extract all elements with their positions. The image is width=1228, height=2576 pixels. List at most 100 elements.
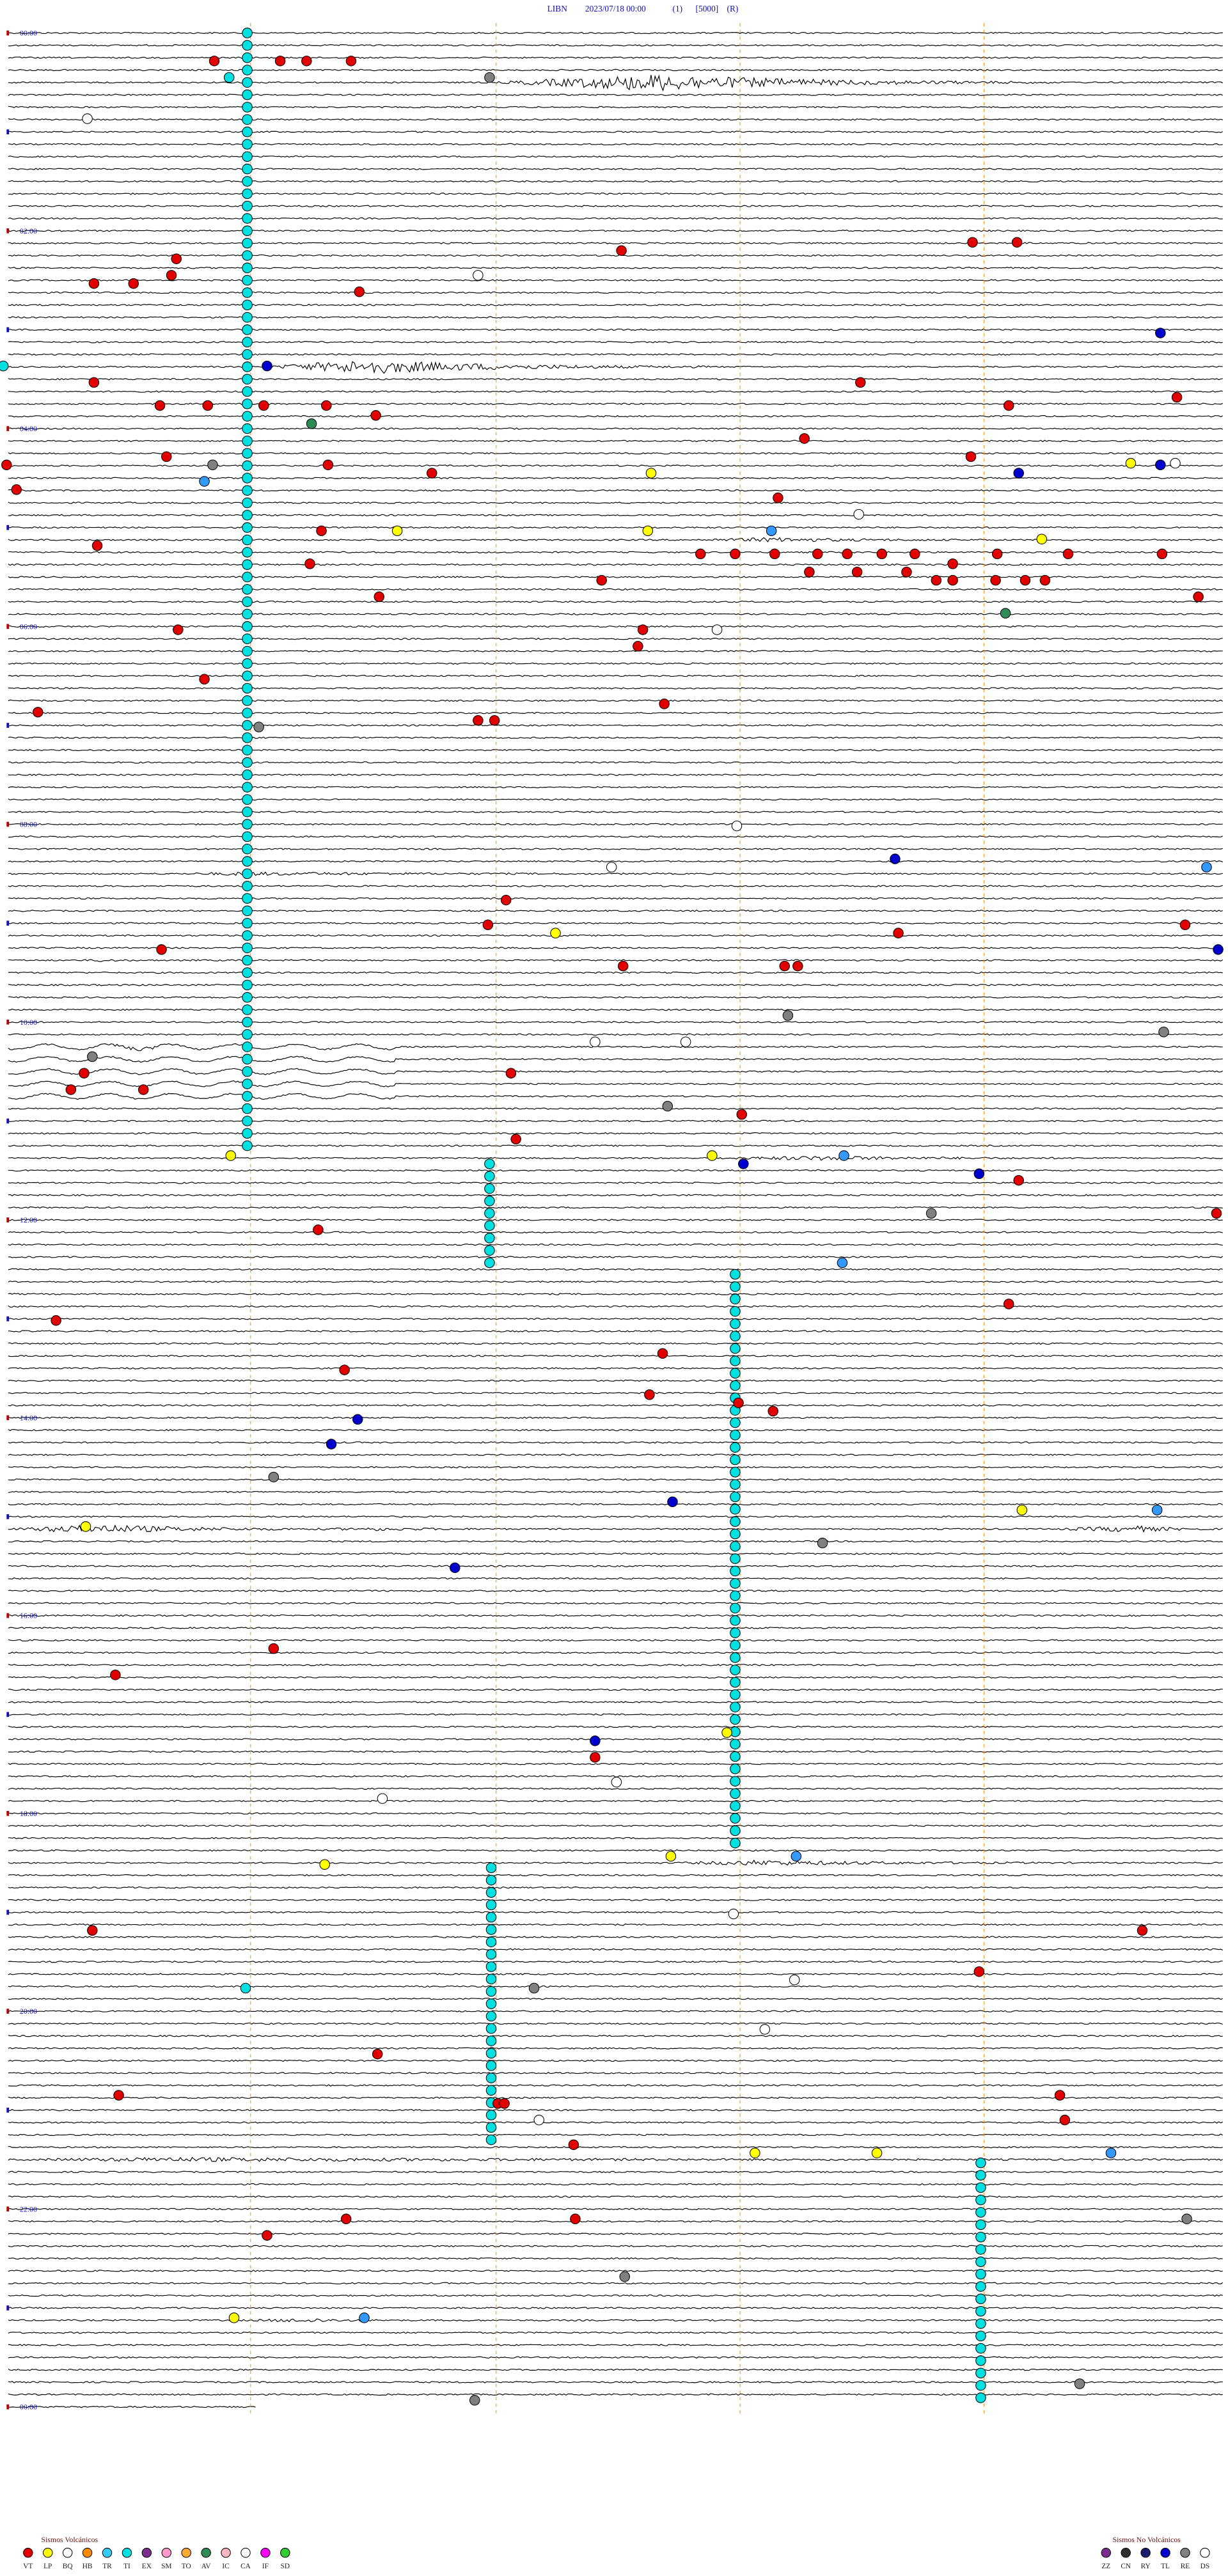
event-marker <box>242 237 253 249</box>
event-marker <box>662 1100 673 1112</box>
trace <box>8 2047 1223 2050</box>
event-marker <box>1000 608 1011 619</box>
legend-swatch <box>102 2547 113 2558</box>
event-marker <box>890 853 901 864</box>
event-marker <box>242 287 253 298</box>
event-marker <box>242 1091 253 1102</box>
trace <box>8 402 1223 406</box>
event-marker <box>242 176 253 187</box>
event-marker <box>242 274 253 286</box>
event-marker <box>87 1925 98 1936</box>
event-marker <box>242 559 253 570</box>
event-marker <box>975 2157 986 2169</box>
event-marker <box>871 2147 883 2158</box>
legend-title: Sismos No Volcánicos <box>1113 2535 1181 2544</box>
hour-tick <box>6 2305 10 2311</box>
trace <box>8 2232 1224 2235</box>
trace <box>8 1738 1223 1741</box>
trace <box>8 340 1223 344</box>
event-marker <box>975 2231 986 2243</box>
legend-swatch <box>201 2547 211 2558</box>
trace <box>8 897 1223 900</box>
trace <box>8 1132 1224 1135</box>
trace <box>8 415 1224 418</box>
event-marker <box>730 1689 741 1700</box>
event-marker <box>242 745 253 755</box>
event-marker <box>730 1516 741 1527</box>
hour-tick <box>6 1415 10 1421</box>
event-marker <box>242 856 253 867</box>
event-marker <box>769 548 780 560</box>
event-marker <box>728 1908 739 1920</box>
event-marker <box>1054 2090 1066 2101</box>
trace <box>8 1503 1224 1506</box>
event-marker <box>88 278 100 289</box>
legend-code: BQ <box>63 2563 73 2570</box>
hour-label: 10:00 <box>20 1018 37 1027</box>
trace <box>8 761 1224 764</box>
event-marker <box>730 1442 741 1453</box>
trace <box>8 650 1223 652</box>
event-marker <box>242 831 253 842</box>
trace <box>8 1762 1224 1766</box>
trace <box>8 1478 1223 1481</box>
event-marker <box>1137 1925 1148 1936</box>
trace <box>8 1799 1223 1803</box>
event-marker <box>242 1116 253 1126</box>
trace <box>8 291 1223 294</box>
trace <box>8 1367 1224 1370</box>
trace <box>8 1614 1224 1617</box>
hour-labels: 00:00 02:00 04:00 06:00 08:00 10:00 12:00 14:00… <box>6 29 37 2412</box>
event-marker <box>550 928 561 938</box>
trace <box>8 674 1223 677</box>
trace <box>8 205 1223 207</box>
event-marker <box>485 2011 497 2022</box>
event-marker <box>242 448 253 459</box>
event-marker <box>1181 2213 1192 2225</box>
trace <box>8 1305 1223 1308</box>
event-marker <box>711 624 723 635</box>
trace <box>8 74 1224 92</box>
event-marker <box>975 2207 986 2218</box>
event-marker <box>730 1293 741 1305</box>
event-marker <box>965 451 977 462</box>
event-marker <box>242 436 253 446</box>
event-marker <box>947 558 958 569</box>
trace <box>8 452 1223 455</box>
trace <box>8 316 1223 319</box>
event-marker <box>730 1800 741 1812</box>
event-marker <box>1013 468 1024 478</box>
trace <box>8 2010 1223 2012</box>
trace <box>8 1169 1223 1172</box>
event-marker <box>242 905 253 917</box>
trace <box>8 1664 1223 1666</box>
hour-tick <box>6 1909 10 1915</box>
event-marker <box>306 418 317 429</box>
hour-tick <box>6 2206 10 2212</box>
event-marker <box>79 1068 90 1079</box>
event-marker <box>301 56 312 67</box>
legend-swatch <box>161 2547 172 2558</box>
legend-code: RY <box>1141 2563 1151 2570</box>
event-marker <box>975 2392 986 2403</box>
event-marker <box>975 2268 986 2280</box>
event-marker <box>730 1640 741 1651</box>
event-marker <box>730 1368 741 1379</box>
event-marker <box>485 2023 497 2034</box>
trace <box>8 2307 1223 2309</box>
trace <box>8 1676 1223 1679</box>
event-marker <box>1003 400 1014 411</box>
event-marker <box>242 1066 253 1077</box>
event-marker <box>645 468 657 478</box>
trace <box>8 1515 1223 1518</box>
event-marker <box>667 1496 678 1507</box>
event-marker <box>0 360 9 372</box>
event-marker <box>975 2367 986 2379</box>
event-marker <box>789 1974 800 1986</box>
event-marker <box>374 591 384 603</box>
trace <box>8 229 1223 232</box>
trace <box>8 1391 1223 1395</box>
trace <box>8 217 1223 220</box>
event-marker <box>485 1986 497 1997</box>
